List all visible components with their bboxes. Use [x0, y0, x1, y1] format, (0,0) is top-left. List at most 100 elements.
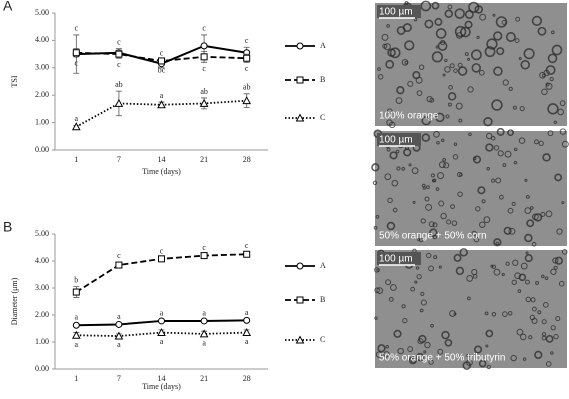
letter-label: a	[160, 308, 164, 317]
droplet	[437, 348, 444, 355]
marker	[242, 327, 252, 337]
legend-label: A	[320, 261, 326, 270]
letter-label: c	[117, 60, 121, 69]
letter-label: c	[75, 24, 79, 33]
legend-marker	[295, 335, 305, 344]
droplet	[421, 183, 426, 188]
letter-label: ab	[200, 87, 208, 96]
droplet	[559, 100, 566, 107]
droplet	[420, 299, 427, 306]
droplet	[542, 153, 551, 162]
droplet	[401, 166, 406, 171]
droplet	[428, 265, 434, 272]
droplet	[493, 31, 503, 41]
droplet	[375, 351, 383, 358]
droplet	[453, 253, 462, 262]
droplet	[479, 221, 486, 228]
droplet	[435, 45, 439, 49]
droplet	[478, 359, 487, 368]
letter-label: b	[74, 275, 78, 284]
droplet	[505, 261, 510, 266]
marker	[200, 252, 208, 260]
droplet	[528, 335, 533, 340]
letter-label: c	[202, 64, 206, 73]
droplet	[553, 120, 558, 124]
y-tick-label: 4.00	[35, 256, 49, 265]
droplet	[410, 357, 417, 364]
droplet	[435, 28, 447, 39]
droplet	[440, 212, 447, 220]
droplet	[376, 287, 384, 294]
droplet	[520, 59, 531, 70]
marker	[243, 54, 251, 62]
droplet	[473, 236, 480, 243]
droplet	[556, 228, 563, 235]
droplet	[541, 274, 545, 279]
droplet	[449, 63, 455, 69]
y-tick-label: 2.00	[35, 90, 49, 99]
droplet	[531, 15, 543, 27]
droplet	[513, 147, 518, 152]
marker	[71, 122, 81, 131]
droplet	[419, 308, 424, 313]
letter-label: c	[160, 246, 164, 255]
letter-label: a	[75, 340, 79, 349]
droplet	[446, 219, 452, 225]
droplet	[438, 265, 442, 269]
droplet	[520, 262, 528, 270]
droplet	[444, 58, 448, 63]
droplet	[438, 200, 445, 207]
droplet	[466, 296, 471, 301]
droplet	[432, 222, 438, 228]
droplet	[547, 103, 559, 115]
droplet	[545, 210, 553, 218]
y-tick-label: 3.00	[35, 283, 49, 292]
droplet	[377, 344, 386, 353]
legend-marker	[296, 76, 304, 84]
droplet	[486, 38, 498, 50]
droplet	[453, 142, 458, 146]
caption: 50% orange + 50% corn	[379, 231, 487, 242]
droplet	[544, 276, 549, 281]
droplet	[374, 267, 380, 273]
letter-label: c	[245, 241, 249, 250]
marker	[243, 250, 251, 258]
x-axis-title: Time (days)	[142, 167, 181, 176]
droplet	[396, 86, 405, 95]
y-tick-label: 5.00	[35, 229, 49, 238]
panel-label: A	[3, 0, 13, 14]
letter-label: c	[117, 251, 121, 260]
droplet	[514, 38, 520, 43]
droplet	[522, 357, 527, 361]
droplet	[559, 128, 567, 135]
droplet	[444, 66, 451, 73]
droplet	[386, 221, 396, 231]
legend-label: C	[320, 335, 325, 344]
droplet	[468, 1, 480, 13]
droplet	[386, 147, 391, 152]
x-tick-label: 14	[158, 155, 166, 164]
droplet	[553, 333, 559, 340]
droplet	[447, 92, 457, 101]
droplet	[512, 259, 519, 266]
droplet	[497, 150, 504, 157]
droplet	[390, 284, 397, 291]
droplet	[554, 173, 563, 182]
droplet	[416, 274, 422, 280]
droplet	[542, 302, 549, 308]
x-axis-title: Time (days)	[142, 382, 181, 391]
droplet	[523, 48, 535, 60]
droplet	[404, 40, 415, 51]
droplet	[529, 206, 534, 210]
droplet	[387, 197, 393, 204]
droplet	[377, 67, 381, 71]
droplet	[524, 178, 528, 182]
letter-label: ab	[243, 83, 251, 92]
droplet	[525, 296, 532, 303]
droplet	[415, 352, 425, 362]
legend-label: C	[320, 113, 325, 122]
caption: 50% orange + 50% tributyrin	[379, 353, 505, 364]
droplet	[486, 364, 491, 370]
x-tick-label: 14	[158, 374, 166, 383]
droplet	[432, 234, 437, 240]
